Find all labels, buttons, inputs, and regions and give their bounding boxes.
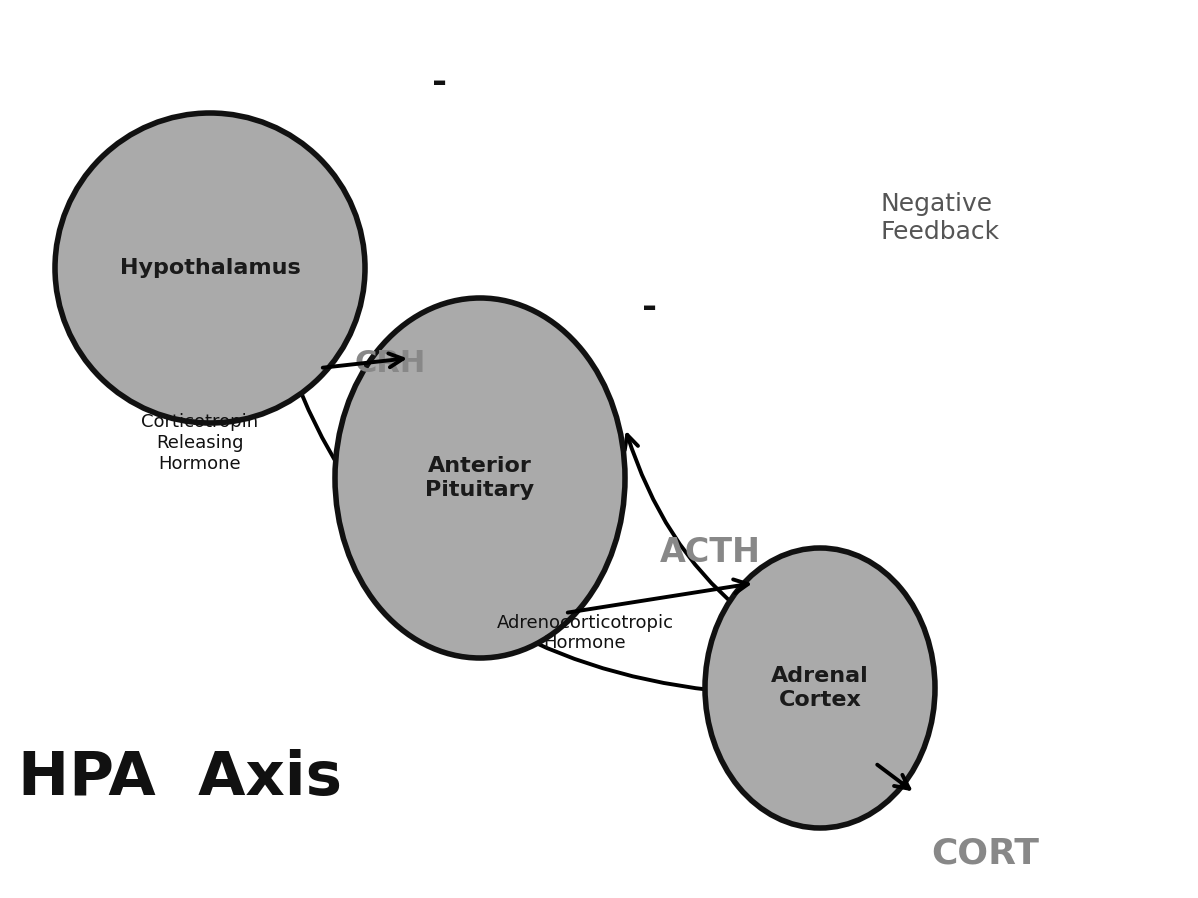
Ellipse shape — [335, 298, 625, 658]
Text: Adrenocorticotropic
Hormone: Adrenocorticotropic Hormone — [496, 613, 673, 653]
Text: CRH: CRH — [355, 348, 426, 377]
Text: ACTH: ACTH — [660, 536, 761, 569]
Ellipse shape — [704, 548, 934, 828]
Text: Anterior
Pituitary: Anterior Pituitary — [425, 456, 534, 499]
Text: HPA  Axis: HPA Axis — [18, 749, 341, 807]
Text: Negative
Feedback: Negative Feedback — [881, 192, 999, 244]
Text: CORT: CORT — [931, 836, 1039, 870]
Text: Hypothalamus: Hypothalamus — [120, 258, 301, 278]
Ellipse shape — [55, 113, 365, 423]
Text: Corticotropin
Releasing
Hormone: Corticotropin Releasing Hormone — [141, 413, 259, 473]
Text: Adrenal
Cortex: Adrenal Cortex — [772, 666, 869, 709]
Text: -: - — [642, 291, 658, 325]
Text: -: - — [432, 66, 448, 100]
